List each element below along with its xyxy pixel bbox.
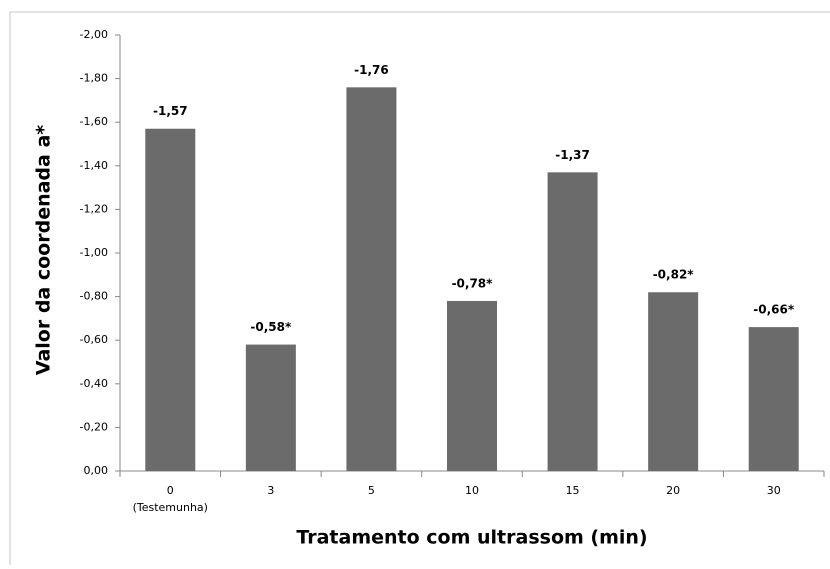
y-tick-label: -1,00 [80, 246, 108, 259]
y-tick-label: -0,20 [80, 420, 108, 433]
x-tick-label: 10 [465, 484, 479, 497]
bar [547, 172, 598, 471]
x-tick-label: 15 [566, 484, 580, 497]
y-axis-title: Valor da coordenada a* [33, 125, 55, 376]
bar [648, 292, 699, 471]
value-label: -0,78* [452, 276, 494, 290]
bar [245, 344, 296, 471]
y-tick-label: -1,20 [80, 202, 108, 215]
x-tick-label: 20 [666, 484, 680, 497]
value-label: -1,57 [153, 104, 188, 118]
bar [145, 128, 196, 472]
y-tick-label: -1,60 [80, 115, 108, 128]
chart-border [9, 11, 830, 569]
x-tick-label: 30 [767, 484, 781, 497]
x-axis-title: Tratamento com ultrassom (min) [296, 527, 647, 549]
value-label: -1,76 [354, 63, 389, 77]
x-tick-label: 0 [167, 484, 174, 497]
y-tick-label: -1,80 [80, 72, 108, 85]
y-tick-label: -0,60 [80, 333, 108, 346]
y-tick-label: -2,00 [80, 28, 108, 41]
y-tick-label: -0,40 [80, 377, 108, 390]
y-tick-label: -1,40 [80, 159, 108, 172]
bar [748, 327, 799, 471]
value-label: -0,66* [753, 303, 795, 317]
x-tick-note: (Testemunha) [133, 501, 208, 514]
bar [346, 87, 397, 471]
x-tick-label: 5 [368, 484, 375, 497]
value-label: -0,58* [250, 320, 292, 334]
bar [447, 300, 497, 471]
x-tick-label: 3 [267, 484, 274, 497]
y-tick-label: 0,00 [84, 464, 109, 477]
value-label: -0,82* [653, 268, 695, 282]
y-tick-label: -0,80 [80, 290, 108, 303]
value-label: -1,37 [555, 148, 590, 162]
